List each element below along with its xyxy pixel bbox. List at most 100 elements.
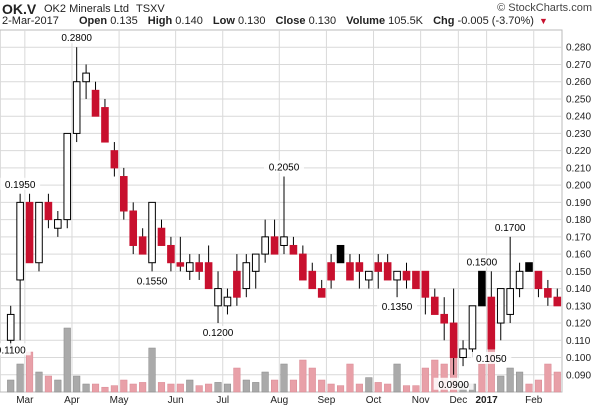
low-label: Low [212, 15, 235, 27]
y-tick-label: 0.140 [566, 284, 591, 295]
candle-body [204, 262, 213, 290]
volume-bar [280, 363, 288, 393]
candle-body [468, 305, 477, 350]
volume-bar [44, 375, 52, 393]
volume-bar [129, 383, 137, 393]
candle-body [54, 219, 62, 229]
candle-body [129, 210, 138, 246]
annotation-bg [132, 274, 173, 287]
candle-body [515, 270, 524, 290]
volume-bar [35, 371, 43, 393]
candle-body [459, 348, 467, 359]
volume-bar [506, 367, 514, 393]
y-tick-label: 0.200 [566, 181, 591, 192]
volume-bar [91, 383, 100, 393]
plot-frame [0, 29, 563, 393]
y-tick-label: 0.180 [566, 215, 591, 226]
open-value: 0.135 [110, 15, 138, 27]
price-annotation: 0.2050 [269, 163, 300, 174]
grid-lines [0, 29, 563, 393]
y-tick-label: 0.250 [566, 94, 591, 105]
x-tick-label: Nov [412, 395, 430, 406]
candle-body [449, 322, 458, 359]
volume-bar [374, 382, 382, 393]
candle-body [167, 244, 175, 264]
y-tick-label: 0.170 [566, 232, 591, 243]
volume-bar [516, 371, 524, 393]
volume-bar [478, 363, 486, 393]
volume-bar [318, 379, 326, 393]
volume-bar [421, 367, 429, 393]
y-tick-label: 0.230 [566, 129, 591, 140]
candle-body [365, 270, 373, 281]
candle-body [544, 288, 552, 298]
x-tick-label: Oct [366, 395, 382, 406]
volume-bar [393, 363, 401, 393]
y-tick-label: 0.150 [566, 267, 591, 278]
y-tick-label: 0.110 [566, 336, 591, 347]
volume-bar [355, 383, 363, 393]
price-annotation: 0.0900 [438, 380, 469, 391]
volume-bar [365, 377, 373, 393]
x-tick-label: Mar [16, 395, 34, 406]
volume-bar [223, 383, 232, 393]
volume-bar [195, 385, 203, 393]
annotation-bg [377, 300, 418, 313]
candle-body [185, 262, 194, 272]
candle-body [63, 132, 72, 221]
candle-body [355, 262, 364, 272]
x-axis: Mar Apr May Jun Jul Aug Sep Oct Nov Dec 2017 Feb [16, 395, 543, 406]
candle-body [44, 201, 53, 221]
y-tick-label: 0.210 [566, 163, 591, 174]
candle-body [261, 236, 269, 255]
candle-body [110, 150, 119, 169]
exchange-name: TSXV [136, 3, 165, 15]
volume-value: 105.5K [388, 15, 424, 27]
volume-bar [261, 371, 269, 393]
volume-bar [176, 383, 184, 393]
price-annotation: 0.1500 [467, 257, 498, 268]
volume-bar [431, 359, 439, 393]
candle-body [223, 296, 232, 307]
volume-bar [214, 382, 222, 393]
candle-body [487, 296, 496, 350]
candle-body [6, 313, 15, 341]
ohlc-stats: Open 0.135 High 0.140 Low 0.130 Close 0.… [72, 15, 548, 27]
price-annotation: 0.1050 [476, 354, 507, 365]
candle-body [430, 296, 439, 315]
candle-body [317, 288, 326, 298]
volume-label: Volume [346, 15, 386, 27]
x-tick-label: Feb [525, 395, 543, 406]
volume-bar [16, 363, 24, 393]
candle-body [289, 244, 298, 255]
y-tick-label: 0.090 [566, 370, 591, 381]
company-name: OK2 Minerals Ltd [44, 3, 129, 15]
x-tick-label: Dec [449, 395, 467, 406]
annotation-bg [490, 220, 531, 233]
candle-body [233, 270, 241, 298]
volume-bar [553, 371, 561, 393]
x-tick-label: Jul [216, 395, 229, 406]
volume-bar [82, 383, 90, 393]
y-tick-label: 0.280 [566, 43, 591, 54]
price-annotation: 0.1350 [382, 302, 413, 313]
volume-bar [54, 379, 62, 393]
x-tick-label: Aug [270, 395, 288, 406]
volume-bar [271, 379, 279, 393]
candle-body [308, 270, 317, 290]
candle-body [157, 227, 166, 246]
y-tick-label: 0.270 [566, 60, 591, 71]
candle-body [534, 270, 543, 290]
candle-body [148, 201, 156, 264]
quote-date: 2-Mar-2017 [2, 15, 59, 27]
change-label: Chg [433, 15, 455, 27]
candle-body [525, 262, 533, 272]
candle-body [327, 262, 335, 281]
y-tick-label: 0.130 [566, 301, 591, 312]
close-label: Close [275, 15, 306, 27]
candle-body [91, 89, 100, 117]
candle-body [35, 201, 43, 264]
high-value: 0.140 [175, 15, 203, 27]
volume-bar [327, 383, 335, 393]
x-tick-label: 2017 [475, 395, 498, 406]
